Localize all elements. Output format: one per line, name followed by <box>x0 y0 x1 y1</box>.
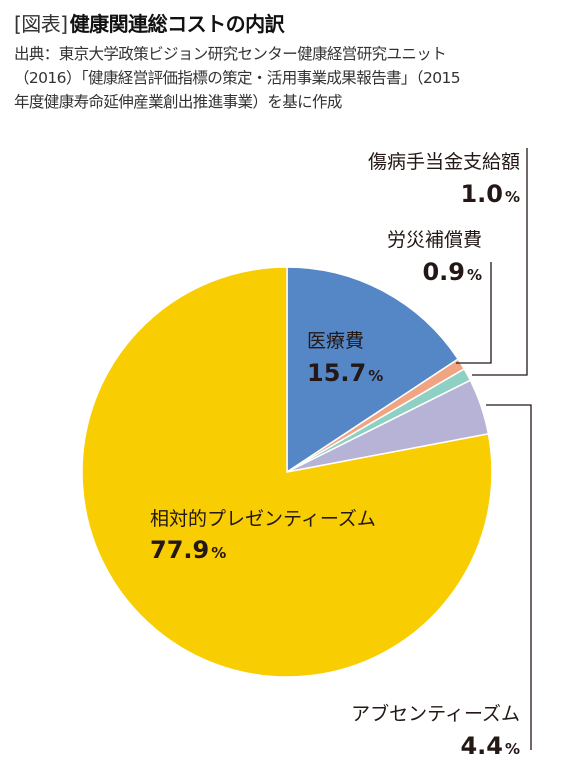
chart-title: 健康関連総コストの内訳 <box>69 12 285 36</box>
leader-line-sickness-allowance <box>472 148 528 376</box>
source-line: 出典：東京大学政策ビジョン研究センター健康経営研究ユニット <box>14 45 447 63</box>
source-line: 年度健康寿命延伸産業創出推進事業）を基に作成 <box>14 93 342 111</box>
leader-line-absenteeism <box>486 404 532 750</box>
pie-slice-medical <box>286 266 460 474</box>
slice-label-sickness-allowance: 傷病手当金支給額 <box>368 151 520 173</box>
slice-value-sickness-allowance: 1.0% <box>460 180 520 208</box>
source-note: 出典：東京大学政策ビジョン研究センター健康経営研究ユニット （2016）「健康経… <box>14 42 566 114</box>
slice-value-workers-comp: 0.9% <box>422 258 482 286</box>
figure-title: [図表] 健康関連総コストの内訳 <box>14 8 285 38</box>
source-line: （2016）「健康経営評価指標の策定・活用事業成果報告書」（2015 <box>14 69 461 87</box>
leader-line-workers-comp <box>456 262 492 364</box>
slice-value-presenteeism: 77.9% <box>150 536 226 564</box>
slice-value-absenteeism: 4.4% <box>460 732 520 760</box>
slice-label-presenteeism: 相対的プレゼンティーズム <box>150 508 376 530</box>
slice-label-absenteeism: アブセンティーズム <box>351 702 520 725</box>
figure-tag: [図表] <box>14 12 68 36</box>
pie-slice-presenteeism <box>81 266 493 678</box>
slice-label-workers-comp: 労災補償費 <box>387 229 482 251</box>
slice-value-medical: 15.7% <box>307 359 383 387</box>
slice-label-medical: 医療費 <box>307 330 364 352</box>
